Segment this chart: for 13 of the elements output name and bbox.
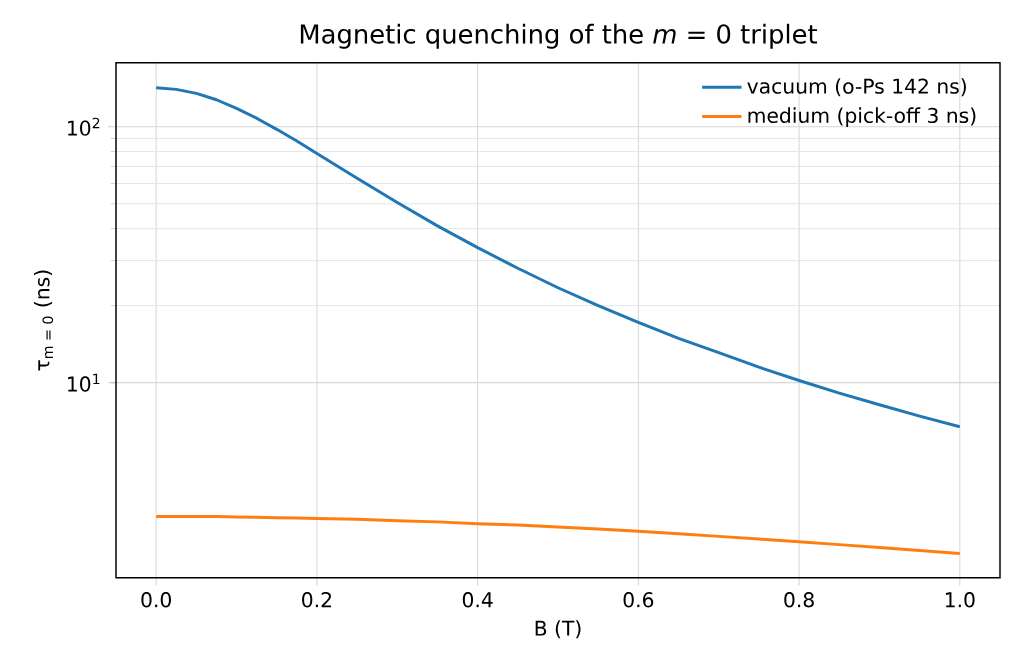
legend-label: vacuum (o-Ps 142 ns) [747, 78, 966, 97]
x-tick-label: 1.0 [945, 592, 975, 608]
x-axis-title: B (T) [535, 620, 581, 639]
chart-title: Magnetic quenching of the m = 0 triplet [300, 23, 818, 49]
y-tick-label: 10$^{2}$ [68, 117, 100, 136]
x-tick-label: 0.2 [302, 592, 332, 608]
x-tick-label: 0.8 [784, 592, 814, 608]
x-tick-label: 0.0 [141, 592, 171, 608]
x-tick-label: 0.4 [462, 592, 493, 608]
y-axis-title: τ$_{m = 0}$ (ns) [33, 270, 54, 371]
y-tick-label: 10$^{1}$ [68, 373, 100, 392]
x-tick-label: 0.6 [623, 592, 654, 608]
legend-label: medium (pick-off 3 ns) [748, 107, 976, 128]
